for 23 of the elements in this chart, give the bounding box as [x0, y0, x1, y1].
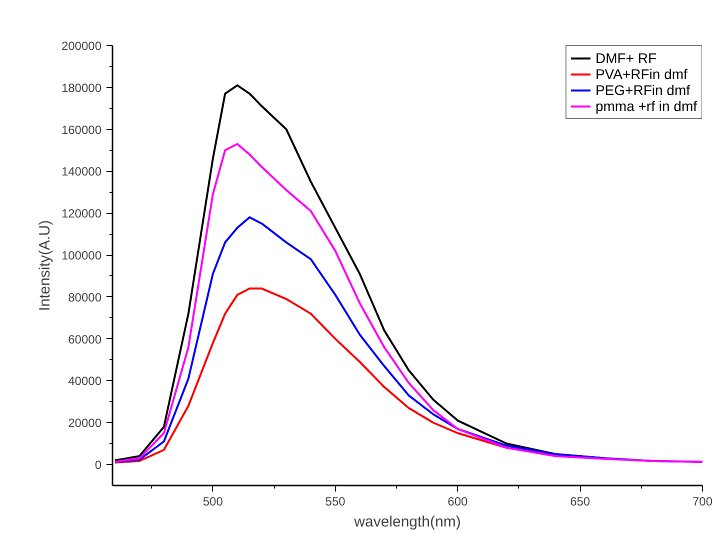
x-tick-label: 600 [448, 494, 468, 508]
line-series [114, 142, 702, 463]
legend-label: DMF+ RF [595, 50, 657, 66]
y-tick-label: 200000 [61, 39, 102, 53]
x-axis-title: wavelength(nm) [353, 514, 461, 530]
y-tick-label: 40000 [68, 374, 102, 388]
x-tick-label: 700 [692, 494, 713, 508]
x-tick-label: 500 [202, 494, 224, 508]
y-tick-label: 20000 [68, 416, 102, 430]
y-tick-label: 60000 [68, 332, 102, 346]
legend-label: PVA+RFin dmf [595, 66, 688, 82]
x-tick-label: 550 [325, 494, 346, 508]
y-tick-label: 140000 [61, 164, 102, 179]
y-tick-label: 80000 [68, 290, 102, 304]
legend-label: pmma +rf in dmf [595, 98, 697, 114]
y-tick-label: 160000 [61, 122, 102, 137]
y-tick-label: 180000 [61, 80, 102, 95]
legend-label: PEG+RFin dmf [595, 82, 690, 98]
y-tick-label: 0 [94, 458, 102, 472]
x-tick-label: 650 [570, 494, 590, 508]
y-axis-title: Intensity(A.U) [36, 220, 54, 311]
y-tick-label: 120000 [61, 206, 102, 221]
y-tick-label: 100000 [61, 248, 102, 263]
